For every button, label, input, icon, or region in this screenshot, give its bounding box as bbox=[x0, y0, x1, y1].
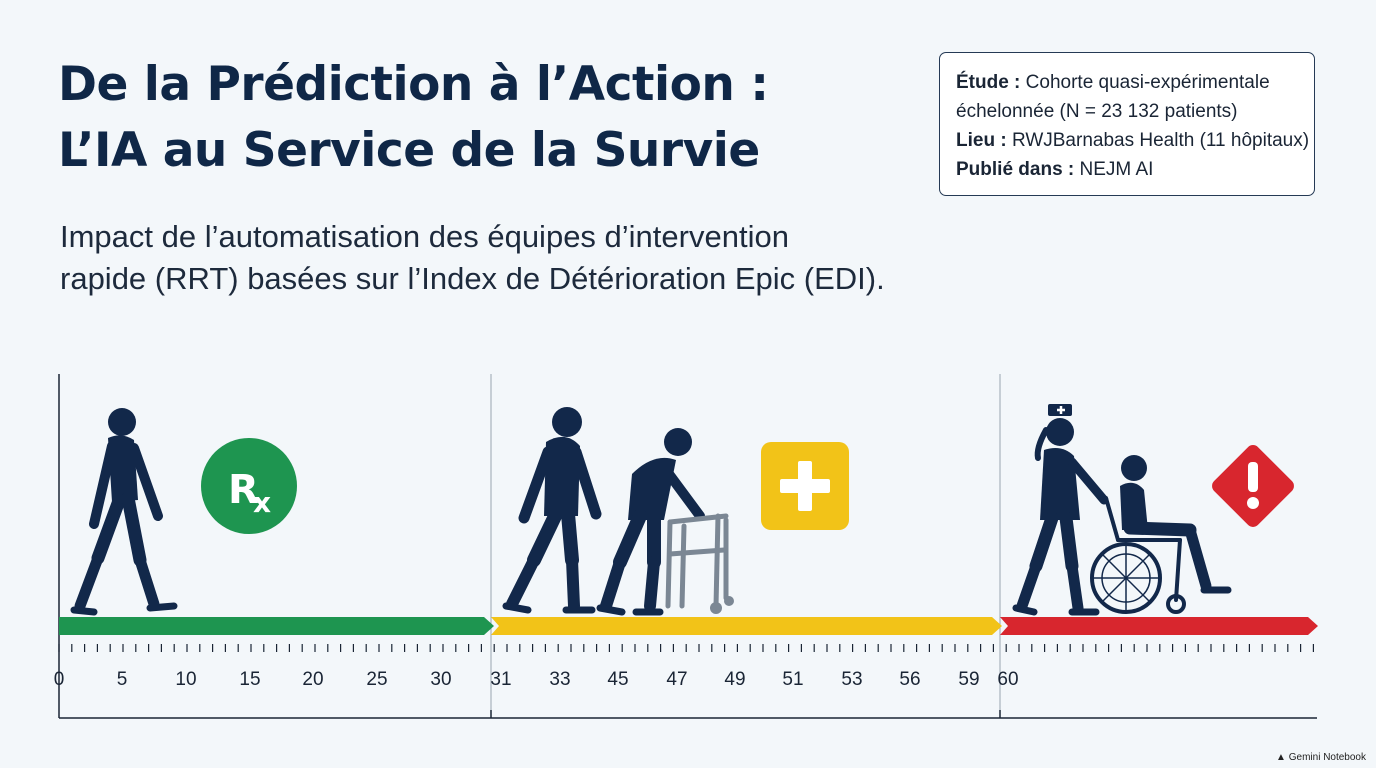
study-label: Étude : bbox=[956, 72, 1021, 93]
study-value-1: Cohorte quasi-expérimentale bbox=[1025, 72, 1270, 93]
zone-bar-low bbox=[59, 617, 494, 635]
elderly-walking-person-icon bbox=[502, 407, 602, 614]
subtitle-line-1: Impact de l’automatisation des équipes d… bbox=[60, 219, 789, 254]
ruler-tick-label: 33 bbox=[549, 669, 570, 690]
publication-value: NEJM AI bbox=[1079, 159, 1154, 180]
ruler-tick-labels: 0 5 10 15 20 25 30 31 33 45 47 49 51 53 56 59 60 bbox=[54, 669, 1019, 690]
publication-line: Publié dans : NEJM AI bbox=[956, 155, 1300, 184]
location-value: RWJBarnabas Health (11 hôpitaux) bbox=[1011, 130, 1310, 151]
ruler-tick-label: 10 bbox=[175, 669, 196, 690]
svg-text:R: R bbox=[228, 467, 259, 513]
brand-icon: ▲ bbox=[1276, 752, 1286, 763]
ruler-tick-label: 45 bbox=[607, 669, 628, 690]
svg-text:x: x bbox=[253, 486, 271, 519]
ruler-tick-label: 20 bbox=[302, 669, 323, 690]
ruler-tick-label: 25 bbox=[366, 669, 387, 690]
rx-icon: R x bbox=[201, 438, 297, 534]
study-line: Étude : Cohorte quasi-expérimentale bbox=[956, 68, 1300, 97]
subtitle-line-2: rapide (RRT) basées sur l’Index de Détér… bbox=[60, 261, 885, 296]
ruler-tick-label: 0 bbox=[54, 669, 65, 690]
subtitle: Impact de l’automatisation des équipes d… bbox=[60, 216, 940, 300]
warning-icon bbox=[1212, 445, 1294, 527]
page-title: De la Prédiction à l’Action : L’IA au Se… bbox=[58, 52, 918, 184]
ruler-tick-label: 5 bbox=[117, 669, 128, 690]
brand-text: Gemini Notebook bbox=[1288, 752, 1366, 763]
ruler-tick-label: 59 bbox=[958, 669, 979, 690]
ruler-tick-label: 15 bbox=[239, 669, 260, 690]
walking-person-icon bbox=[70, 408, 178, 616]
ruler-tick-label: 60 bbox=[997, 669, 1018, 690]
ruler-tick-label: 31 bbox=[490, 669, 511, 690]
zone-bar-medium bbox=[491, 617, 1002, 635]
study-info-box: Étude : Cohorte quasi-expérimentale éche… bbox=[939, 52, 1315, 196]
ruler-tick-label: 53 bbox=[841, 669, 862, 690]
ruler-tick-label: 49 bbox=[724, 669, 745, 690]
location-label: Lieu : bbox=[956, 130, 1007, 151]
ruler-tick-label: 56 bbox=[899, 669, 920, 690]
ruler-tick-label: 51 bbox=[782, 669, 803, 690]
footer-brand: ▲ Gemini Notebook bbox=[1276, 752, 1366, 763]
ruler-tick-label: 47 bbox=[666, 669, 687, 690]
nurse-pushing-wheelchair-icon bbox=[1012, 404, 1232, 616]
title-line-2: L’IA au Service de la Survie bbox=[58, 123, 760, 178]
zone-bar-high bbox=[1000, 617, 1318, 635]
title-line-1: De la Prédiction à l’Action : bbox=[58, 57, 769, 112]
location-line: Lieu : RWJBarnabas Health (11 hôpitaux) bbox=[956, 126, 1309, 155]
person-with-walker-icon bbox=[596, 428, 734, 616]
ruler-minor-ticks bbox=[58, 644, 1315, 652]
study-value-2: échelonnée (N = 23 132 patients) bbox=[956, 101, 1238, 122]
ruler-tick-label: 30 bbox=[430, 669, 451, 690]
plus-icon bbox=[761, 442, 849, 530]
publication-label: Publié dans : bbox=[956, 159, 1075, 180]
